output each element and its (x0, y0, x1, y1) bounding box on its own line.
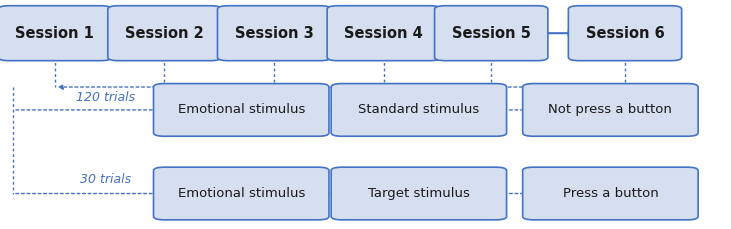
Text: Session 6: Session 6 (586, 26, 664, 41)
FancyBboxPatch shape (327, 6, 440, 61)
FancyBboxPatch shape (569, 6, 681, 61)
Text: Session 4: Session 4 (344, 26, 423, 41)
Text: Not press a button: Not press a button (548, 104, 673, 116)
Text: Session 2: Session 2 (125, 26, 204, 41)
FancyBboxPatch shape (154, 167, 329, 220)
Text: Press a button: Press a button (563, 187, 658, 200)
FancyBboxPatch shape (0, 6, 111, 61)
Text: 120 trials: 120 trials (77, 91, 135, 104)
Text: 30 trials: 30 trials (80, 173, 132, 186)
FancyBboxPatch shape (434, 6, 548, 61)
Text: Session 3: Session 3 (235, 26, 314, 41)
Text: Session 1: Session 1 (15, 26, 94, 41)
FancyBboxPatch shape (218, 6, 330, 61)
Text: Emotional stimulus: Emotional stimulus (178, 187, 305, 200)
Text: Emotional stimulus: Emotional stimulus (178, 104, 305, 116)
FancyBboxPatch shape (523, 167, 698, 220)
FancyBboxPatch shape (154, 84, 329, 136)
FancyBboxPatch shape (331, 84, 507, 136)
FancyBboxPatch shape (331, 167, 507, 220)
FancyBboxPatch shape (523, 84, 698, 136)
Text: Session 5: Session 5 (452, 26, 531, 41)
Text: Standard stimulus: Standard stimulus (358, 104, 480, 116)
FancyBboxPatch shape (108, 6, 221, 61)
Text: Target stimulus: Target stimulus (368, 187, 470, 200)
